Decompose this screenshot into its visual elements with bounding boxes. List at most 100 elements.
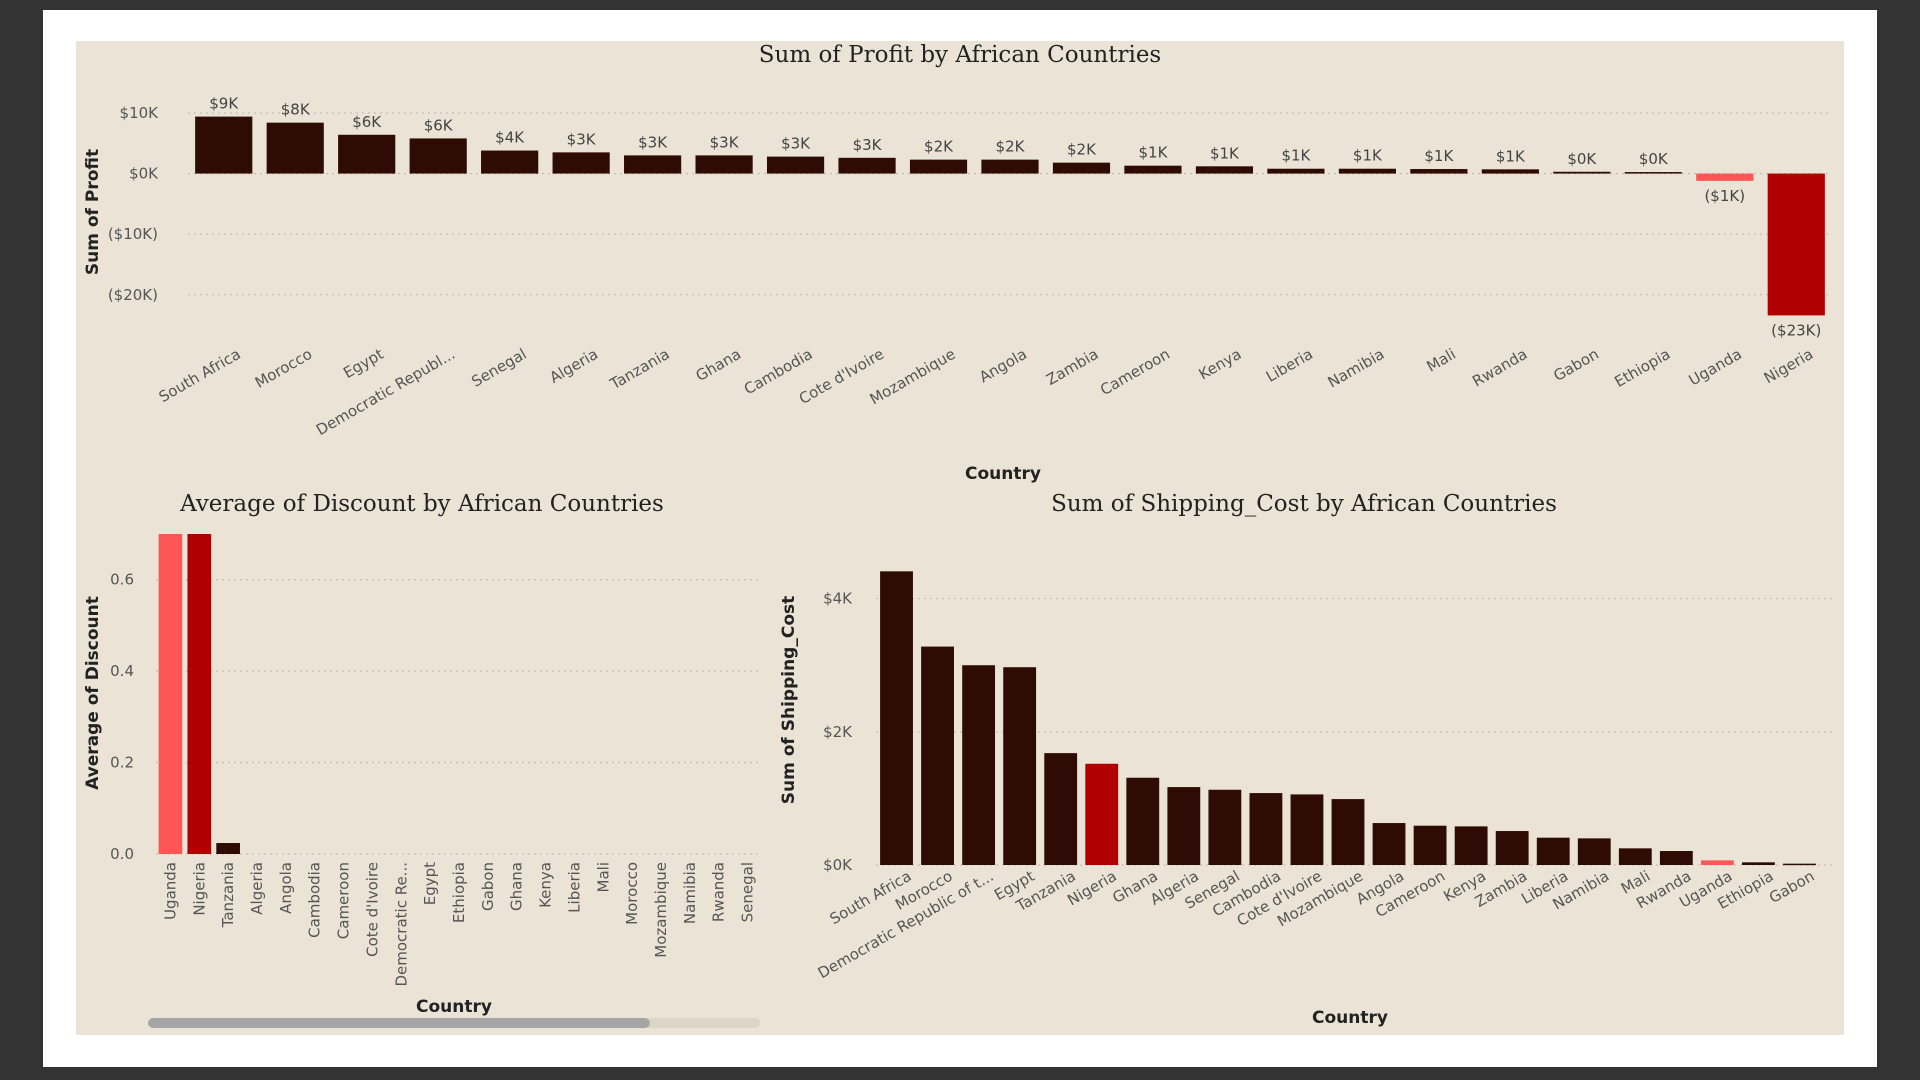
discount-y-tick-label: 0.4 [110,662,134,680]
data-label-liberia: $1K [1281,147,1311,165]
x-tick-tanzania: Tanzania [219,862,237,928]
bar-kenya[interactable] [1454,826,1488,865]
bar-egypt[interactable] [1003,667,1037,865]
x-tick-liberia: Liberia [1263,345,1316,386]
x-tick-angola: Angola [277,862,295,914]
x-tick-mali: Mali [594,862,612,892]
bar-senegal[interactable] [1208,789,1242,865]
bar-uganda[interactable] [158,534,183,854]
bar-tanzania[interactable] [216,843,240,854]
bar-algeria[interactable] [552,152,610,174]
x-tick-mozambique: Mozambique [652,862,670,958]
bar-mali[interactable] [1410,169,1468,174]
bar-democratic-republic-of-t[interactable] [962,665,996,865]
bar-cameroon[interactable] [1124,165,1182,174]
bar-tanzania[interactable] [1044,753,1078,865]
bar-south-africa[interactable] [195,116,253,174]
bar-zambia[interactable] [1495,831,1529,865]
bar-democratic-republ[interactable] [409,138,467,174]
bar-ghana[interactable] [1126,777,1160,865]
bar-ethiopia[interactable] [1742,862,1775,865]
bar-cambodia[interactable] [766,156,825,174]
bar-liberia[interactable] [1267,168,1325,174]
x-tick-morocco: Morocco [252,345,315,392]
bar-senegal[interactable] [481,150,539,174]
bar-nigeria[interactable] [1767,173,1825,316]
x-tick-uganda: Uganda [1686,345,1745,390]
x-tick-cambodia: Cambodia [306,862,324,938]
x-tick-kenya: Kenya [1196,345,1245,384]
bar-cameroon[interactable] [1413,825,1447,865]
bar-gabon[interactable] [1783,863,1816,866]
x-tick-liberia: Liberia [565,862,583,913]
discount-y-tick-label: 0.6 [110,571,134,589]
bar-ethiopia[interactable] [1624,172,1682,174]
bar-uganda[interactable] [1700,860,1734,865]
shipping-y-axis-title: Sum of Shipping_Cost [779,596,799,804]
profit-y-tick-label: ($20K) [108,286,158,304]
x-tick-rwanda: Rwanda [710,862,728,922]
bar-namibia[interactable] [1338,168,1396,174]
bar-kenya[interactable] [1195,166,1254,174]
data-label-tanzania: $3K [638,133,668,151]
x-tick-algeria: Algeria [546,345,601,387]
data-label-algeria: $3K [567,130,597,148]
x-tick-egypt: Egypt [421,862,439,905]
profit-chart-title: Sum of Profit by African Countries [759,42,1161,68]
bar-zambia[interactable] [1052,162,1111,174]
discount-scrollbar-thumb[interactable] [148,1018,650,1028]
discount-y-tick-label: 0.0 [110,845,134,863]
x-tick-democratic-re: Democratic Re... [392,862,410,987]
bar-tanzania[interactable] [624,155,682,174]
bar-morocco[interactable] [266,122,324,174]
x-tick-nigeria: Nigeria [1761,345,1816,387]
bar-nigeria[interactable] [1085,763,1119,865]
profit-chart: Sum of Profit by African Countries Sum o… [83,42,1832,484]
shipping-y-tick-label: $0K [823,856,853,874]
bar-gabon[interactable] [1553,171,1611,174]
profit-y-axis-title: Sum of Profit [83,149,103,275]
bar-angola[interactable] [981,159,1039,174]
bar-mozambique[interactable] [1331,799,1365,865]
bar-mozambique[interactable] [909,159,968,174]
data-label-democratic-republ: $6K [424,116,454,134]
x-tick-senegal: Senegal [739,862,757,922]
bar-angola[interactable] [1372,823,1406,865]
bar-morocco[interactable] [921,646,954,865]
bar-liberia[interactable] [1536,837,1570,865]
bar-rwanda[interactable] [1481,169,1539,174]
profit-y-tick-label: ($10K) [108,225,158,243]
bar-uganda[interactable] [1696,173,1754,181]
discount-x-axis-title: Country [416,997,492,1017]
x-tick-cameroon: Cameroon [335,862,353,939]
bar-namibia[interactable] [1577,838,1611,865]
bar-ghana[interactable] [695,155,753,174]
discount-chart: Average of Discount by African Countries… [83,491,762,1028]
x-tick-uganda: Uganda [161,862,179,920]
bar-rwanda[interactable] [1659,851,1693,865]
x-tick-gabon: Gabon [1766,867,1817,907]
bar-egypt[interactable] [338,134,396,174]
discount-chart-title: Average of Discount by African Countries [179,491,664,517]
x-tick-nigeria: Nigeria [190,862,208,916]
x-tick-kenya: Kenya [537,862,555,908]
data-label-south-africa: $9K [209,95,239,113]
profit-y-tick-label: $0K [129,165,159,183]
bar-cote-d-ivoire[interactable] [1290,794,1324,865]
data-label-cambodia: $3K [781,135,811,153]
data-label-mozambique: $2K [924,138,954,156]
bar-south-africa[interactable] [880,571,913,865]
data-label-cote-d-ivoire: $3K [853,136,883,154]
data-label-zambia: $2K [1067,141,1097,159]
data-label-egypt: $6K [352,113,382,131]
x-tick-gabon: Gabon [479,862,497,911]
bar-cambodia[interactable] [1249,793,1283,865]
bar-algeria[interactable] [1167,787,1201,865]
bar-cote-d-ivoire[interactable] [838,157,896,174]
report-canvas: Sum of Profit by African Countries Sum o… [76,41,1844,1035]
shipping-y-tick-label: $2K [823,723,853,741]
shipping-y-tick-label: $4K [823,590,853,608]
dashboard-svg: Sum of Profit by African Countries Sum o… [83,42,1832,1028]
bar-nigeria[interactable] [187,534,212,854]
bar-mali[interactable] [1618,848,1652,865]
